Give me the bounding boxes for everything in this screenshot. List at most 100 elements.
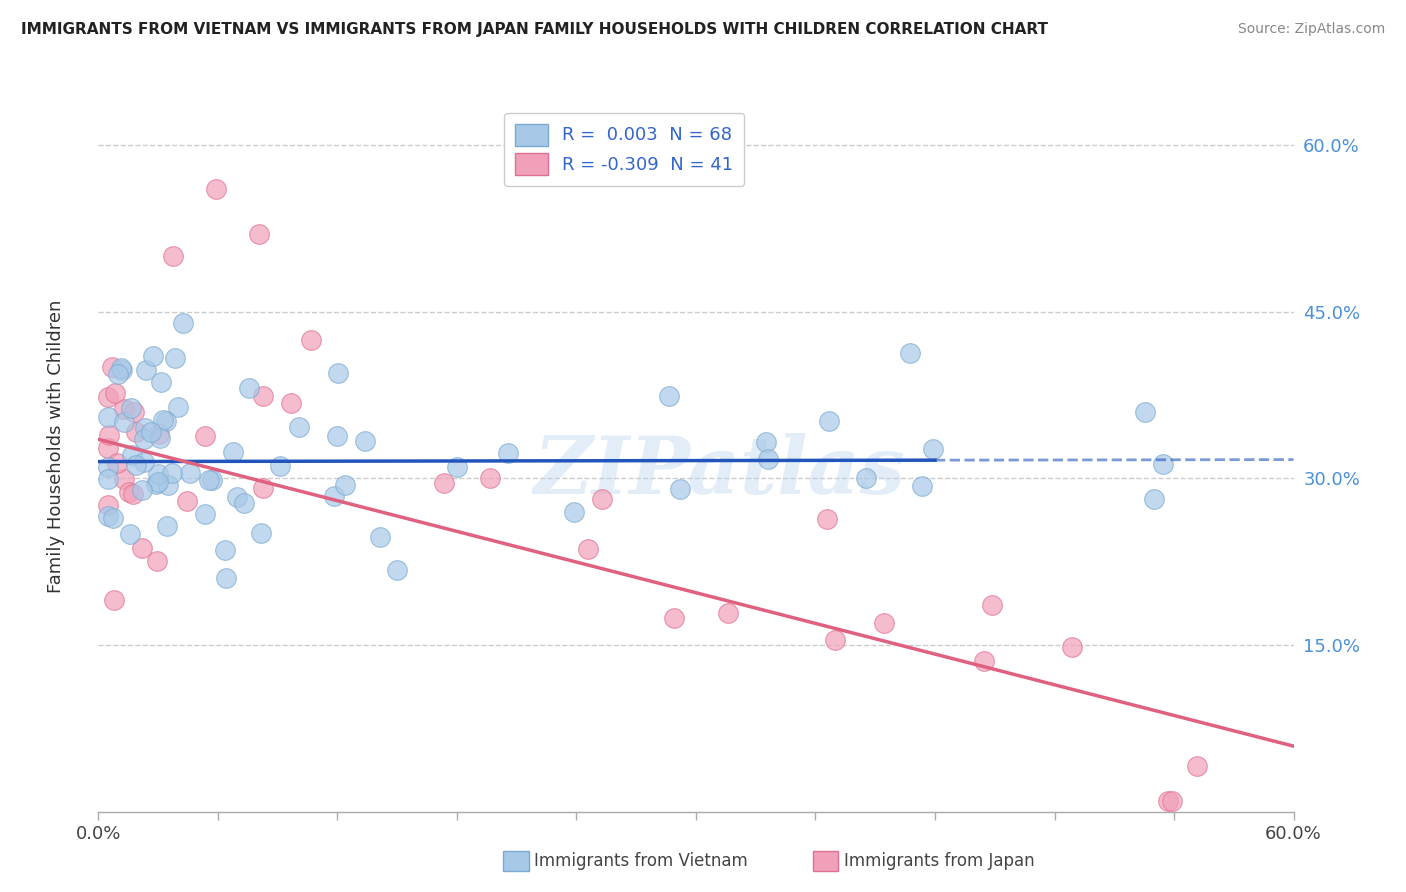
Point xyxy=(121,448,143,462)
Point xyxy=(97,472,120,486)
Point xyxy=(142,350,165,364)
Point xyxy=(120,401,142,416)
Point xyxy=(122,404,145,418)
Point xyxy=(194,508,217,522)
Legend: R =  0.003  N = 68, R = -0.309  N = 41: R = 0.003 N = 68, R = -0.309 N = 41 xyxy=(505,112,744,186)
Point xyxy=(172,316,194,330)
Point xyxy=(101,511,124,525)
Point xyxy=(238,381,260,395)
Point xyxy=(855,471,877,485)
Point xyxy=(898,346,921,360)
Point xyxy=(591,491,613,506)
Text: Source: ZipAtlas.com: Source: ZipAtlas.com xyxy=(1237,22,1385,37)
Point xyxy=(247,227,270,241)
Point xyxy=(1157,794,1180,808)
Point xyxy=(114,415,136,429)
Point xyxy=(152,413,174,427)
Point xyxy=(135,363,157,377)
Point xyxy=(222,444,245,458)
Point xyxy=(225,491,247,505)
Text: Family Households with Children: Family Households with Children xyxy=(48,300,65,592)
Point xyxy=(664,611,686,625)
Point xyxy=(141,425,163,439)
Point xyxy=(134,432,156,446)
Point xyxy=(1161,794,1184,808)
Point xyxy=(148,467,170,482)
Point xyxy=(131,541,153,555)
Point xyxy=(166,400,188,414)
Point xyxy=(97,498,120,512)
Point xyxy=(134,421,156,435)
Point xyxy=(658,389,681,403)
Point xyxy=(162,249,184,263)
Point xyxy=(326,429,349,443)
Point xyxy=(280,396,302,410)
Point xyxy=(101,359,124,374)
Point xyxy=(125,425,148,439)
Point xyxy=(179,467,201,481)
Point xyxy=(122,487,145,501)
Point xyxy=(564,506,586,520)
Point xyxy=(299,333,322,347)
Point xyxy=(194,428,217,442)
Point xyxy=(97,441,120,455)
Point xyxy=(288,419,311,434)
Point xyxy=(197,473,219,487)
Point xyxy=(149,431,172,445)
Point xyxy=(131,483,153,498)
Point xyxy=(215,571,238,585)
Point xyxy=(1152,458,1174,472)
Point xyxy=(368,529,391,543)
Point xyxy=(201,473,224,487)
Point xyxy=(433,476,456,491)
Point xyxy=(105,456,128,470)
Point xyxy=(148,475,170,490)
Point xyxy=(160,467,183,481)
Point xyxy=(150,375,173,389)
Point xyxy=(1133,405,1156,419)
Point xyxy=(205,182,228,196)
Point xyxy=(103,592,125,607)
Point xyxy=(107,368,129,382)
Point xyxy=(148,427,170,442)
Point xyxy=(110,361,132,376)
Point xyxy=(980,598,1002,612)
Point xyxy=(326,366,349,380)
Point xyxy=(249,526,271,541)
Point xyxy=(97,508,120,523)
Point xyxy=(269,458,291,473)
Point xyxy=(335,478,357,492)
Point xyxy=(385,563,408,577)
Text: Immigrants from Japan: Immigrants from Japan xyxy=(844,852,1035,870)
Point xyxy=(118,484,141,499)
Point xyxy=(146,554,169,568)
Point xyxy=(323,489,346,503)
Point xyxy=(576,542,599,557)
Point xyxy=(155,413,177,427)
Point xyxy=(145,477,167,491)
Text: IMMIGRANTS FROM VIETNAM VS IMMIGRANTS FROM JAPAN FAMILY HOUSEHOLDS WITH CHILDREN: IMMIGRANTS FROM VIETNAM VS IMMIGRANTS FR… xyxy=(21,22,1047,37)
Point xyxy=(1185,759,1208,773)
Point xyxy=(104,386,127,401)
Point xyxy=(132,455,155,469)
Point xyxy=(233,495,256,509)
Point xyxy=(252,482,274,496)
Point xyxy=(910,479,932,493)
Point xyxy=(873,616,896,631)
Point xyxy=(214,542,236,557)
Point xyxy=(446,460,468,475)
Point xyxy=(97,409,120,424)
Point xyxy=(498,446,520,460)
Point xyxy=(97,460,120,475)
Point xyxy=(156,478,179,492)
Point xyxy=(478,471,501,485)
Point xyxy=(354,434,377,448)
Point xyxy=(1143,492,1166,507)
Point xyxy=(118,527,141,541)
Point xyxy=(156,518,179,533)
Point xyxy=(165,351,187,365)
Point xyxy=(125,458,148,472)
Point xyxy=(815,512,838,526)
Point xyxy=(112,472,135,486)
Point xyxy=(824,633,846,648)
